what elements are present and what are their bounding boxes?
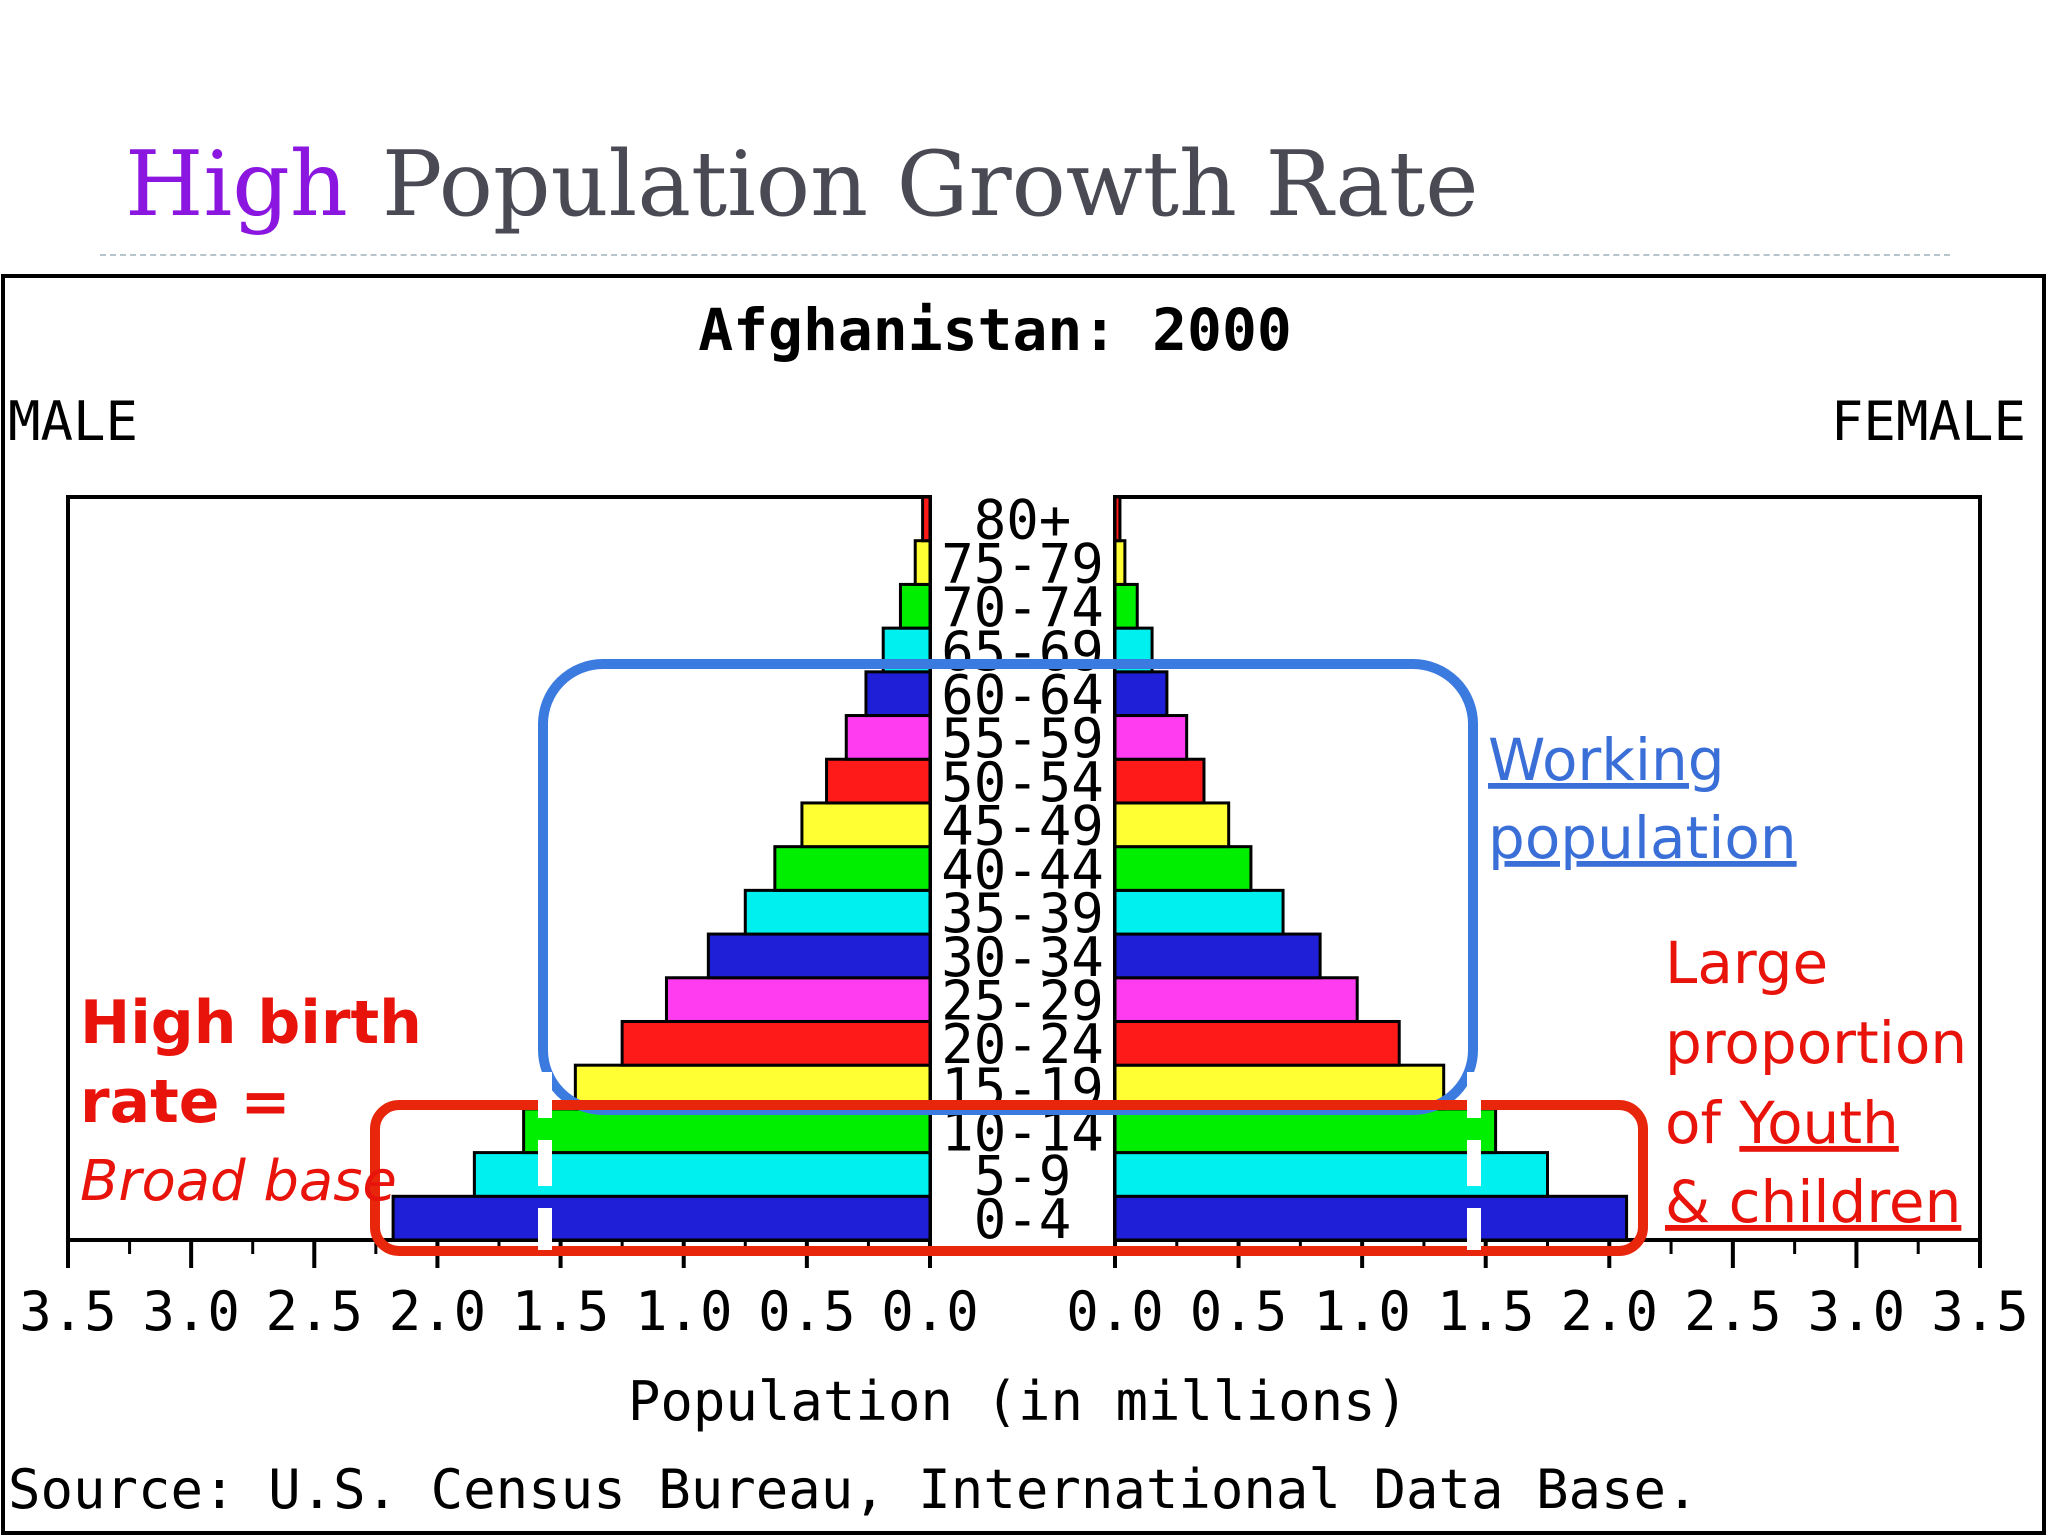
female-bar-70-74 [1113, 582, 1139, 630]
female-bar-75-79 [1113, 539, 1127, 586]
working-label-line2: population [1488, 804, 1797, 872]
age-label-30-34: 30-34 [941, 926, 1104, 989]
birth-label-line2: rate = [80, 1067, 291, 1137]
age-label-75-79: 75-79 [941, 532, 1104, 595]
male-tick-label: 1.5 [512, 1280, 610, 1343]
male-bar-40-44 [773, 845, 932, 892]
age-label-20-24: 20-24 [941, 1013, 1104, 1076]
age-label-5-9: 5-9 [974, 1144, 1072, 1207]
female-tick-label: 1.5 [1437, 1280, 1535, 1343]
source-note: Source: U.S. Census Bureau, Internationa… [8, 1458, 1699, 1521]
x-axis-label: Population (in millions) [628, 1370, 1408, 1433]
female-bar-0-4 [1113, 1194, 1629, 1242]
female-bar-10-14 [1113, 1107, 1498, 1155]
title-divider [100, 254, 1950, 256]
female-bar-20-24 [1113, 1019, 1401, 1067]
male-bar-50-54 [825, 757, 932, 805]
youth-label-line2: proportion [1665, 1009, 1967, 1077]
female-tick-label: 0.5 [1190, 1280, 1288, 1343]
female-tick-label: 2.5 [1684, 1280, 1782, 1343]
male-tick-label: 0.5 [758, 1280, 856, 1343]
youth-label-line1: Large [1665, 929, 1828, 997]
male-bar-80+ [921, 495, 932, 543]
male-tick-label: 3.5 [19, 1280, 117, 1343]
male-bar-20-24 [620, 1019, 932, 1067]
male-label: MALE [8, 390, 138, 453]
male-bar-35-39 [743, 888, 932, 936]
female-bar-35-39 [1113, 888, 1285, 936]
age-label-50-54: 50-54 [941, 751, 1104, 814]
male-bar-0-4 [391, 1194, 932, 1242]
age-label-45-49: 45-49 [941, 795, 1104, 858]
age-label-70-74: 70-74 [941, 576, 1104, 639]
age-label-35-39: 35-39 [941, 882, 1104, 945]
male-tick-label: 0.0 [881, 1280, 979, 1343]
female-tick-label: 3.0 [1808, 1280, 1906, 1343]
male-tick-label: 2.5 [266, 1280, 364, 1343]
female-bar-50-54 [1113, 757, 1206, 805]
female-tick-label: 2.0 [1561, 1280, 1659, 1343]
female-bar-55-59 [1113, 714, 1189, 761]
female-tick-label: 0.0 [1066, 1280, 1164, 1343]
female-label: FEMALE [1831, 390, 2026, 453]
female-bar-40-44 [1113, 845, 1253, 892]
female-bar-45-49 [1113, 801, 1231, 849]
female-tick-label: 3.5 [1931, 1280, 2029, 1343]
male-tick-label: 3.0 [142, 1280, 240, 1343]
birth-label-line1: High birth [80, 988, 422, 1058]
youth-label-of: of [1665, 1089, 1739, 1157]
male-bar-45-49 [800, 801, 932, 849]
female-bar-80+ [1113, 495, 1122, 543]
male-bar-25-29 [664, 976, 932, 1023]
male-bar-70-74 [898, 582, 932, 630]
youth-highlight [370, 1100, 1648, 1256]
age-label-65-69: 65-69 [941, 620, 1104, 683]
male-tick-label: 1.0 [635, 1280, 733, 1343]
chart-frame [1, 274, 2046, 1535]
male-bar-60-64 [864, 670, 932, 718]
age-label-0-4: 0-4 [974, 1188, 1072, 1251]
age-label-40-44: 40-44 [941, 838, 1104, 901]
male-bar-55-59 [844, 714, 932, 761]
birth-label-line3: Broad base [80, 1149, 397, 1214]
female-bar-30-34 [1113, 932, 1322, 980]
age-label-55-59: 55-59 [941, 707, 1104, 770]
male-tick-label: 2.0 [389, 1280, 487, 1343]
slide-title: High Population Growth Rate [125, 140, 1478, 230]
working-label-line1: Working [1488, 726, 1725, 794]
female-bar-5-9 [1113, 1151, 1549, 1198]
age-label-60-64: 60-64 [941, 664, 1104, 727]
youth-label-line4: & children [1665, 1168, 1961, 1236]
age-label-25-29: 25-29 [941, 969, 1104, 1032]
slide-title-accent: High [125, 132, 348, 237]
slide-title-rest: Population Growth Rate [381, 132, 1479, 237]
male-bar-10-14 [522, 1107, 932, 1155]
youth-label-line3: of Youth [1665, 1089, 1899, 1157]
age-label-80+: 80+ [974, 489, 1072, 552]
male-bar-30-34 [706, 932, 932, 980]
female-bar-25-29 [1113, 976, 1359, 1023]
female-bar-60-64 [1113, 670, 1169, 718]
male-bar-75-79 [913, 539, 932, 586]
youth-label-youth: Youth [1738, 1089, 1898, 1157]
female-tick-label: 1.0 [1313, 1280, 1411, 1343]
chart-title: Afghanistan: 2000 [698, 296, 1292, 364]
